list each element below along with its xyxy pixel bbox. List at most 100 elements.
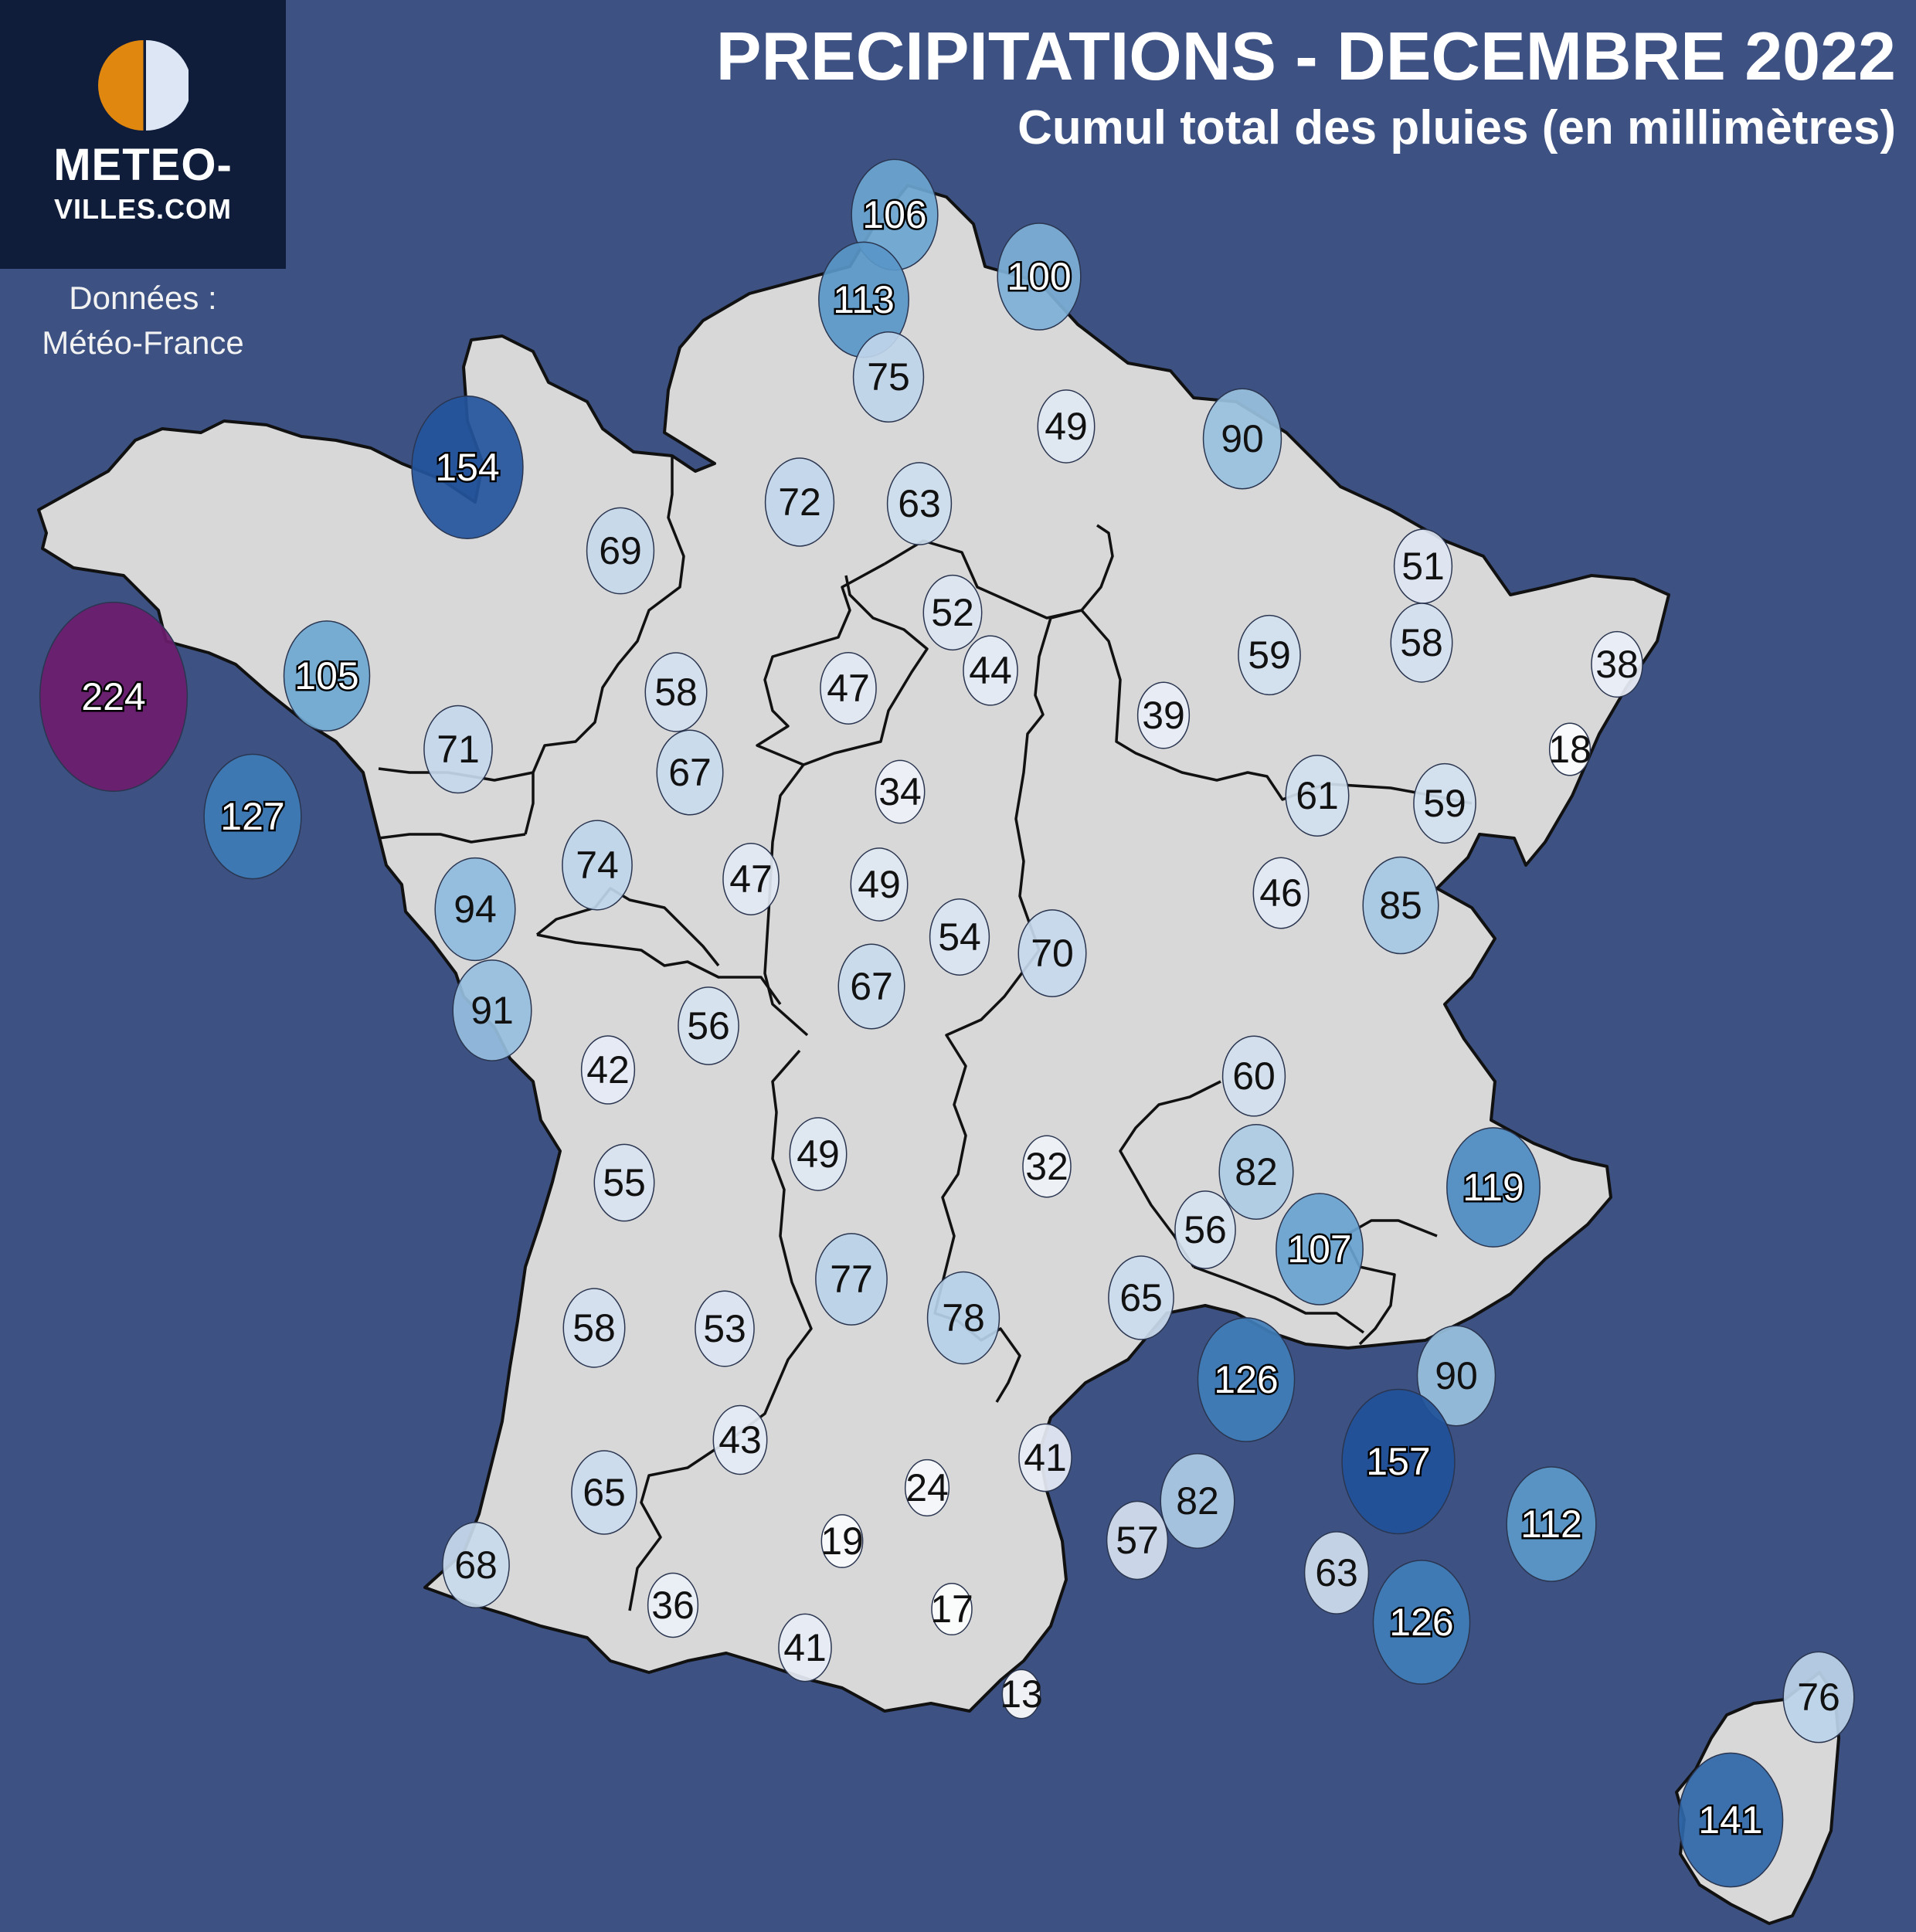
station-value-label: 69 [599, 529, 642, 572]
station-bubble [850, 847, 909, 922]
station-marker: 41 [1018, 1423, 1072, 1492]
mainland-france [37, 184, 1670, 1713]
station-bubble [580, 1035, 636, 1105]
station-marker: 100 [997, 222, 1082, 331]
station-bubble [678, 986, 739, 1065]
station-value-label: 74 [576, 844, 619, 887]
station-value-label: 19 [820, 1519, 864, 1563]
station-value-label: 49 [797, 1132, 840, 1176]
station-marker: 38 [1591, 630, 1643, 698]
station-bubble [1548, 722, 1592, 776]
station-bubble [562, 1288, 626, 1368]
station-value-label: 24 [905, 1466, 949, 1509]
station-bubble [1238, 614, 1301, 696]
station-marker: 49 [850, 847, 909, 922]
station-value-label: 67 [668, 751, 712, 794]
station-bubble [586, 507, 655, 595]
station-value-label: 127 [220, 795, 284, 838]
station-marker: 65 [1108, 1255, 1174, 1340]
station-marker: 69 [586, 507, 655, 595]
station-value-label: 82 [1176, 1479, 1219, 1523]
station-value-label: 55 [603, 1161, 646, 1204]
station-bubble [1022, 1135, 1072, 1198]
station-bubble [886, 462, 953, 545]
station-value-label: 77 [830, 1258, 873, 1301]
station-bubble [922, 574, 983, 651]
station-marker: 54 [929, 898, 990, 976]
logo-box: METEO- VILLES.COM [0, 0, 286, 269]
station-bubble [452, 959, 532, 1061]
station-value-label: 47 [827, 667, 870, 710]
station-bubble [571, 1450, 637, 1535]
station-value-label: 106 [862, 193, 926, 236]
station-marker: 71 [423, 705, 493, 794]
station-marker: 59 [1413, 762, 1476, 844]
station-bubble [963, 635, 1018, 706]
station-marker: 42 [580, 1035, 636, 1105]
station-value-label: 57 [1116, 1519, 1159, 1562]
source-label: Données : [69, 280, 217, 316]
station-bubble [997, 222, 1082, 331]
map-title: PRECIPITATIONS - DECEMBRE 2022 [715, 18, 1896, 94]
station-marker: 74 [562, 820, 633, 911]
station-bubble [904, 1458, 950, 1517]
station-value-label: 56 [687, 1004, 730, 1047]
station-bubble [722, 843, 780, 915]
station-bubble [1197, 1317, 1296, 1442]
station-marker: 82 [1218, 1123, 1294, 1221]
station-bubble [1202, 388, 1282, 490]
station-bubble [1221, 1035, 1286, 1117]
station-value-label: 78 [942, 1296, 985, 1339]
station-value-label: 54 [938, 915, 981, 959]
station-value-label: 67 [850, 965, 893, 1008]
station-value-label: 52 [931, 591, 974, 634]
station-bubble [1591, 630, 1643, 698]
station-value-label: 107 [1287, 1227, 1351, 1271]
station-bubble [929, 898, 990, 976]
station-marker: 47 [820, 652, 877, 725]
station-value-label: 44 [969, 649, 1012, 692]
station-bubble [837, 943, 905, 1030]
station-value-label: 119 [1462, 1166, 1524, 1209]
station-value-label: 17 [930, 1587, 973, 1631]
station-value-label: 154 [435, 446, 499, 489]
station-bubble [411, 396, 524, 539]
station-marker: 127 [203, 753, 302, 880]
station-value-label: 63 [1315, 1551, 1358, 1594]
station-bubble [203, 753, 302, 880]
station-value-label: 105 [294, 654, 358, 698]
station-value-label: 43 [718, 1418, 762, 1462]
station-bubble [442, 1522, 510, 1608]
station-marker: 90 [1202, 388, 1282, 490]
station-marker: 60 [1221, 1035, 1286, 1117]
station-bubble [1037, 389, 1096, 463]
station-value-label: 71 [437, 728, 480, 771]
logo-text-line2: VILLES.COM [53, 193, 232, 225]
station-bubble [562, 820, 633, 911]
station-value-label: 113 [833, 278, 895, 321]
station-value-label: 65 [1119, 1276, 1163, 1319]
station-marker: 91 [452, 959, 532, 1061]
station-value-label: 224 [81, 675, 145, 718]
station-bubble [820, 652, 877, 725]
station-marker: 112 [1506, 1466, 1597, 1582]
station-bubble [764, 457, 835, 547]
station-marker: 113 [818, 241, 909, 358]
station-bubble [1018, 1423, 1072, 1492]
station-marker: 126 [1197, 1317, 1296, 1442]
station-marker: 63 [1303, 1531, 1370, 1615]
station-value-label: 70 [1031, 932, 1074, 975]
station-value-label: 112 [1520, 1502, 1582, 1546]
station-bubble [1174, 1190, 1236, 1269]
station-marker: 59 [1238, 614, 1301, 696]
station-value-label: 59 [1423, 782, 1466, 825]
meteo-villes-logo-icon [98, 40, 189, 131]
station-marker: 72 [764, 457, 835, 547]
map-subtitle: Cumul total des pluies (en millimètres) [1017, 101, 1896, 154]
station-value-label: 41 [783, 1626, 827, 1669]
station-marker: 141 [1677, 1752, 1784, 1888]
station-bubble [1136, 681, 1191, 749]
station-marker: 90 [1416, 1325, 1496, 1427]
station-bubble [1001, 1669, 1041, 1720]
